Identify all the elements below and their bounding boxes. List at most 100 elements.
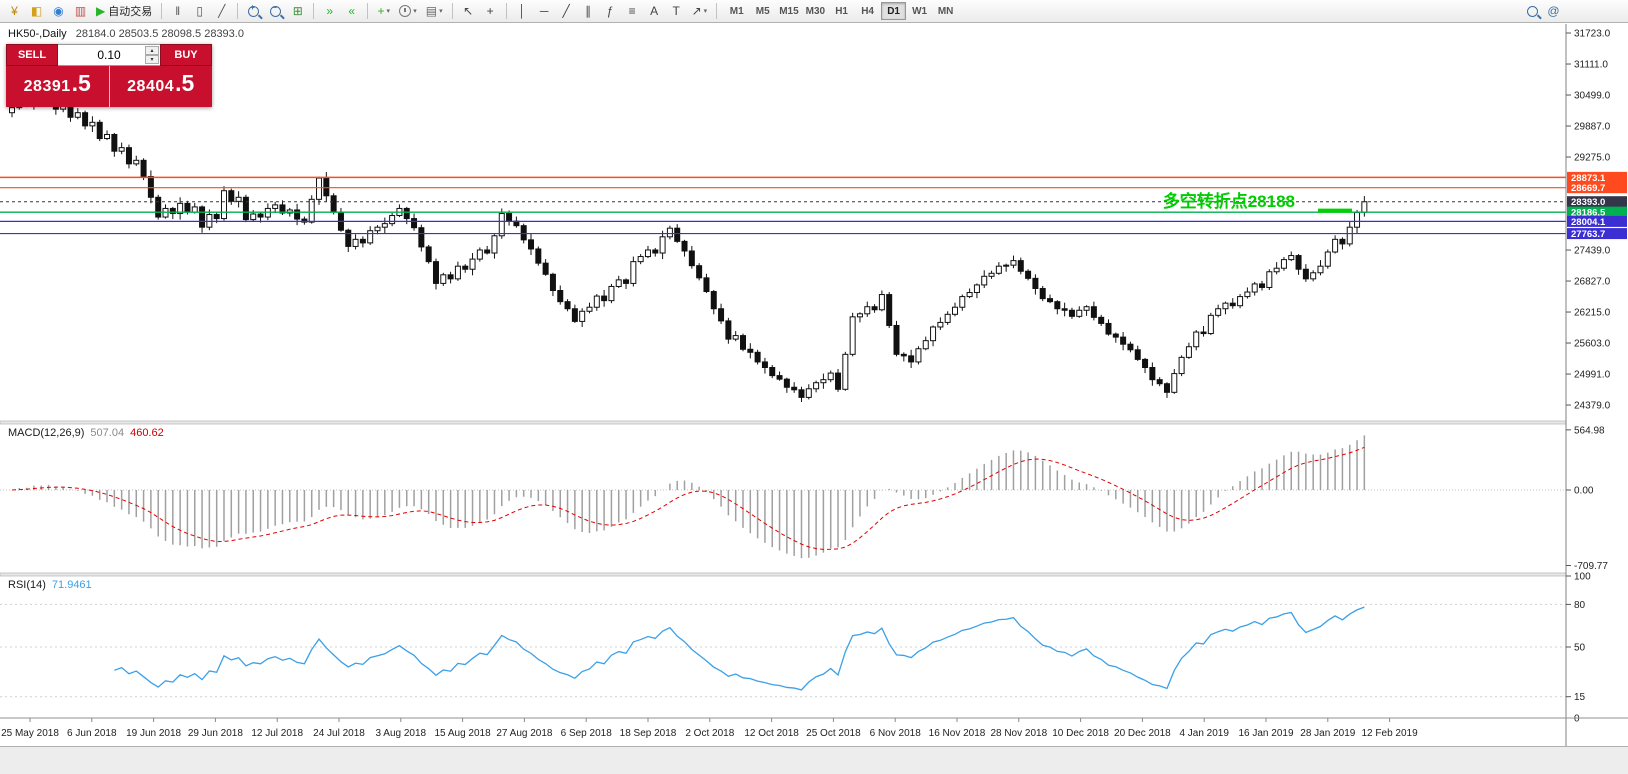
date-label: 29 Jun 2018 bbox=[188, 728, 243, 739]
label-icon: T bbox=[672, 4, 680, 18]
date-label: 16 Jan 2019 bbox=[1238, 728, 1293, 739]
rsi-tick-label: 100 bbox=[1574, 572, 1591, 583]
main-toolbar: ¥ ◧ ◉ ▥ ▶ 自动交易 ‖ ▯ ╱ + − ⊞» «+ ▾ ▾ ▤ ▾ ↖ + │ ─ ╱ ∥ ƒ ≡ A T ↗ ▾ M1 M5 M1… bbox=[0, 0, 1628, 23]
text-button[interactable]: A bbox=[644, 1, 665, 21]
chart-shift-icon: « bbox=[348, 4, 356, 18]
market-watch-icon: ◧ bbox=[30, 4, 43, 18]
toolbar-separator bbox=[367, 3, 369, 19]
price-tick-label: 30499.0 bbox=[1574, 91, 1611, 102]
trendline-button[interactable]: ╱ bbox=[556, 1, 577, 21]
autotrading-icon: ▶ bbox=[96, 4, 106, 18]
timeframe-m5[interactable]: M5 bbox=[750, 2, 775, 20]
price-axis[interactable]: 31723.0 31111.0 30499.0 29887.0 29275.0 27439… bbox=[1566, 29, 1627, 725]
price-tick-label: 27439.0 bbox=[1574, 246, 1611, 257]
dropdown-caret-icon[interactable]: ▾ bbox=[703, 8, 708, 15]
toolbar-separator bbox=[505, 3, 507, 19]
date-label: 25 Oct 2018 bbox=[806, 728, 861, 739]
volume-decrease-button[interactable]: ▾ bbox=[145, 55, 159, 64]
chart-shift-button[interactable]: « bbox=[341, 1, 362, 21]
periods-button[interactable]: ▾ bbox=[395, 1, 421, 21]
date-label: 27 Aug 2018 bbox=[496, 728, 553, 739]
crosshair-button[interactable]: + bbox=[480, 1, 501, 21]
arrows-icon: ↗ bbox=[691, 4, 702, 18]
arrows-button[interactable]: ↗ ▾ bbox=[688, 1, 712, 21]
tile-windows-icon: ⊞ bbox=[292, 4, 303, 18]
panel-divider[interactable] bbox=[0, 572, 1628, 577]
sell-price-frac: .5 bbox=[71, 70, 91, 96]
channel-button[interactable]: ∥ bbox=[578, 1, 599, 21]
annotation-text[interactable]: 多空转折点28188 bbox=[1163, 191, 1295, 211]
date-label: 12 Oct 2018 bbox=[744, 728, 799, 739]
timeframe-h4[interactable]: H4 bbox=[855, 2, 880, 20]
volume-spinner[interactable]: 0.10 ▴ ▾ bbox=[58, 44, 160, 66]
timeframe-mn[interactable]: MN bbox=[933, 2, 958, 20]
horizontal-line-button[interactable]: ─ bbox=[534, 1, 555, 21]
toolbar-separator bbox=[161, 3, 163, 19]
chart-window[interactable]: 多空转折点28188 31723.0 31111.0 30499.0 29887.0 29… bbox=[0, 24, 1628, 746]
price-tick-label: 25603.0 bbox=[1574, 339, 1611, 350]
date-label: 16 Nov 2018 bbox=[929, 728, 986, 739]
dropdown-caret-icon[interactable]: ▾ bbox=[413, 8, 417, 15]
new-order-button[interactable]: ¥ bbox=[4, 1, 25, 21]
timeframe-h1[interactable]: H1 bbox=[829, 2, 854, 20]
price-tick-label: 26215.0 bbox=[1574, 308, 1611, 319]
buy-price-frac: .5 bbox=[175, 70, 195, 96]
timeframe-m15[interactable]: M15 bbox=[776, 2, 801, 20]
channel-icon: ∥ bbox=[585, 4, 592, 18]
vertical-line-button[interactable]: │ bbox=[512, 1, 533, 21]
timeframe-w1[interactable]: W1 bbox=[907, 2, 932, 20]
line-chart-button[interactable]: ╱ bbox=[211, 1, 232, 21]
zoom-out-button[interactable]: − bbox=[265, 1, 286, 21]
cursor-button[interactable]: ↖ bbox=[458, 1, 479, 21]
buy-price[interactable]: 28404 .5 bbox=[109, 66, 212, 107]
price-tick-label: 24379.0 bbox=[1574, 401, 1611, 412]
navigator-button[interactable]: ◉ bbox=[48, 1, 69, 21]
price-badge-text: 28186.5 bbox=[1571, 208, 1606, 219]
community-button[interactable]: @ bbox=[1543, 1, 1564, 21]
zoom-out-icon: − bbox=[270, 4, 282, 17]
panel-divider[interactable] bbox=[0, 420, 1628, 425]
zoom-in-button[interactable]: + bbox=[243, 1, 264, 21]
terminal-button[interactable]: ▥ bbox=[70, 1, 91, 21]
rsi-label: RSI(14) 71.9461 bbox=[8, 579, 92, 591]
market-watch-button[interactable]: ◧ bbox=[26, 1, 47, 21]
toolbar-separator bbox=[451, 3, 453, 19]
buy-button[interactable]: BUY bbox=[160, 44, 212, 66]
timeframe-d1[interactable]: D1 bbox=[881, 2, 907, 20]
rsi-tick-label: 0 bbox=[1574, 714, 1580, 725]
terminal-icon: ▥ bbox=[74, 4, 87, 18]
chart-canvas[interactable]: 多空转折点28188 31723.0 31111.0 30499.0 29887.0 29… bbox=[0, 24, 1628, 746]
sell-button[interactable]: SELL bbox=[6, 44, 58, 66]
shapes-button[interactable]: ≡ bbox=[622, 1, 643, 21]
dropdown-caret-icon[interactable]: ▾ bbox=[386, 8, 390, 15]
date-label: 6 Sep 2018 bbox=[561, 728, 613, 739]
auto-scroll-button[interactable]: » bbox=[319, 1, 340, 21]
date-label: 18 Sep 2018 bbox=[620, 728, 677, 739]
candlestick-chart-icon: ▯ bbox=[196, 4, 204, 18]
price-badge-text: 27763.7 bbox=[1571, 229, 1605, 240]
candlestick-chart-button[interactable]: ▯ bbox=[189, 1, 210, 21]
trendline-icon: ╱ bbox=[562, 4, 570, 18]
dropdown-caret-icon[interactable]: ▾ bbox=[439, 8, 443, 15]
autotrading-button[interactable]: ▶ 自动交易 bbox=[92, 1, 156, 21]
fibonacci-button[interactable]: ƒ bbox=[600, 1, 621, 21]
tile-windows-button[interactable]: ⊞ bbox=[287, 1, 308, 21]
community-icon: @ bbox=[1547, 4, 1560, 18]
add-indicator-button[interactable]: + ▾ bbox=[373, 1, 394, 21]
volume-increase-button[interactable]: ▴ bbox=[145, 46, 159, 55]
date-label: 3 Aug 2018 bbox=[375, 728, 426, 739]
label-button[interactable]: T bbox=[666, 1, 687, 21]
date-label: 4 Jan 2019 bbox=[1179, 728, 1229, 739]
date-axis[interactable]: 25 May 2018 6 Jun 2018 19 Jun 2018 29 Jun 2… bbox=[1, 718, 1418, 739]
sell-price[interactable]: 28391 .5 bbox=[6, 66, 109, 107]
search-button[interactable] bbox=[1522, 1, 1543, 21]
add-indicator-icon: + bbox=[377, 4, 385, 18]
shapes-icon: ≡ bbox=[628, 4, 636, 18]
timeframe-m1[interactable]: M1 bbox=[724, 2, 749, 20]
one-click-trading-panel: SELL 0.10 ▴ ▾ BUY 28391 .5 28404 .5 bbox=[6, 44, 212, 107]
timeframe-m30[interactable]: M30 bbox=[803, 2, 828, 20]
templates-button[interactable]: ▤ ▾ bbox=[422, 1, 447, 21]
price-tick-label: 31723.0 bbox=[1574, 29, 1611, 40]
date-label: 25 May 2018 bbox=[1, 728, 59, 739]
bar-chart-button[interactable]: ‖ bbox=[167, 1, 188, 21]
